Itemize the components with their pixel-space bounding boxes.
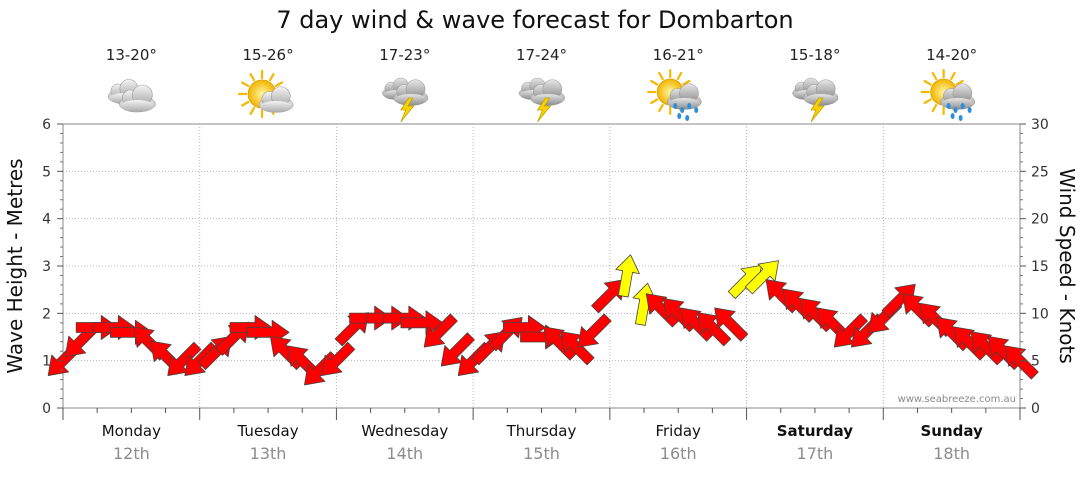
rain-drop [946,103,951,109]
wind-arrow [591,279,626,314]
storm-icon [518,77,565,123]
watermark: www.seabreeze.com.au [898,394,1016,405]
rain-drop [673,103,678,109]
wind-arrow [423,313,458,348]
cloud-shape [393,79,429,106]
temperature-row: 13-20° 15-26° 17-23° 17-24° 16-21° 15-18° 14-2… [106,46,977,64]
day-name-label: Thursday [506,422,577,440]
left-tick-label: 0 [42,401,51,417]
right-axis: 0 5 10 15 20 25 30 [1020,117,1049,417]
day-date-label: 16th [660,444,697,463]
wind-arrow [953,326,988,361]
right-tick-label: 30 [1031,117,1049,133]
lightning-bolt [400,97,415,123]
right-axis-label: Wind Speed - Knots [1055,168,1079,364]
rain-drop [950,113,955,119]
right-tick-label: 0 [1031,401,1040,417]
day-name-label: Friday [655,422,701,440]
wind-arrow [714,307,749,342]
day-name-label: Tuesday [237,422,299,440]
day-date-label: 14th [386,444,423,463]
day-name-label: Wednesday [361,422,448,440]
wind-arrow [1004,345,1039,380]
gridlines [63,124,1020,408]
rain-drop [685,115,690,121]
storm-icon [792,77,839,123]
wind-arrow [645,293,680,328]
cloudy-icon [107,79,156,113]
wind-arrow [970,331,1005,366]
right-tick-label: 5 [1031,354,1040,370]
right-tick-label: 15 [1031,259,1049,275]
rain-drop [677,113,682,119]
rain-drop [687,103,692,109]
day-date-label: 17th [797,444,834,463]
day-temperature: 15-18° [789,46,840,64]
wind-arrow [577,313,612,348]
sun-cloud-icon [237,69,294,119]
left-axis-label: Wave Height - Metres [3,158,27,373]
wind-arrow [543,326,578,361]
day-temperature: 16-21° [653,46,704,64]
left-tick-label: 6 [42,117,51,133]
left-tick-label: 2 [42,306,51,322]
left-axis: 0 1 2 3 4 5 6 [42,117,63,417]
cloud-shape [666,83,702,110]
rain-drop [953,107,958,113]
sun-rain-icon [920,68,976,121]
day-name-label: Monday [102,422,161,440]
day-temperature: 13-20° [106,46,157,64]
right-tick-label: 20 [1031,212,1049,228]
rain-drop [958,115,963,121]
right-tick-label: 10 [1031,306,1049,322]
rain-drop [694,107,699,113]
day-date-label: 13th [250,444,287,463]
day-name-label: Sunday [920,422,983,440]
day-temperature: 15-26° [243,46,294,64]
lightning-bolt [536,97,552,123]
day-date-label: 15th [523,444,560,463]
storm-icon [382,77,429,123]
plot-area [47,123,1039,409]
left-tick-label: 1 [42,354,51,370]
left-tick-label: 4 [42,212,51,228]
day-temperature: 14-20° [926,46,977,64]
x-axis: Monday 12th Tuesday 13th Wednesday 14th Thursd… [62,408,1021,463]
cloud-shape [119,84,156,113]
rain-drop [960,103,965,109]
chart-title: 7 day wind & wave forecast for Dombarton [276,6,793,34]
left-tick-label: 5 [42,164,51,180]
day-temperature: 17-23° [379,46,430,64]
left-tick-label: 3 [42,259,51,275]
weather-icon-row [107,68,976,123]
wind-arrow [321,341,356,376]
right-tick-label: 25 [1031,164,1049,180]
rain-drop [967,107,972,113]
day-temperature: 17-24° [516,46,567,64]
wind-arrow [400,310,444,336]
lightning-bolt [810,97,825,123]
wind-arrow [744,260,779,295]
wind-arrows [47,254,1039,386]
rain-drop [680,107,685,113]
cloud-shape [258,86,294,113]
wind-arrow [615,254,640,298]
day-name-label: Saturday [777,422,854,440]
wind-arrow [680,307,715,342]
day-date-label: 12th [113,444,150,463]
day-date-label: 18th [933,444,970,463]
sun-rain-icon [647,68,702,121]
